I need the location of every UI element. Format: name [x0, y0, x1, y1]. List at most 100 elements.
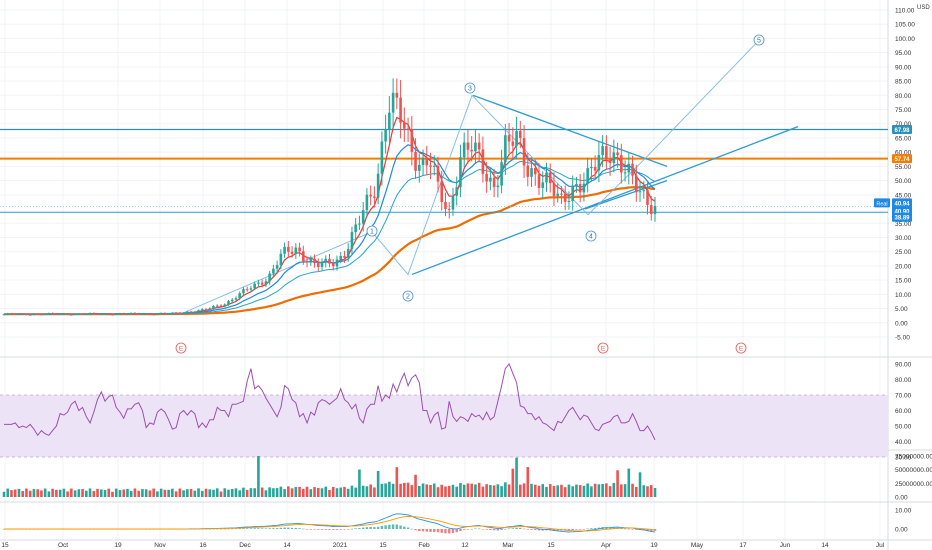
candle-body	[230, 299, 234, 302]
volume-bar	[361, 485, 365, 497]
time-tick-label: Dec	[239, 542, 251, 549]
elliott-wave-labels: 1 2 3 4 5	[366, 34, 765, 302]
candle-body	[575, 183, 578, 186]
volume-bar	[432, 483, 436, 497]
macd-histogram-bar	[623, 528, 627, 530]
time-tick-label: May	[691, 542, 704, 549]
candle-body	[313, 258, 316, 264]
earnings-marker[interactable]: E	[597, 342, 609, 354]
time-axis[interactable]: 15 Oct 19 Nov 16 Dec 14 2021 15 Feb 12 Mar 15 Apr 19 Ma…	[1, 542, 884, 549]
candle-body	[519, 131, 522, 139]
volume-bar	[249, 488, 253, 497]
last-price-tag-text: Real	[876, 201, 887, 207]
macd-histogram-bar	[313, 529, 316, 530]
volume-bar	[586, 483, 589, 497]
candle-body	[328, 258, 331, 264]
candle-body	[492, 177, 496, 188]
currency-label: USD	[917, 5, 930, 11]
candle-body	[81, 313, 84, 315]
candle-body	[47, 313, 51, 315]
macd-histogram-bar	[242, 528, 245, 529]
candle-body	[436, 165, 440, 182]
volume-bar	[197, 488, 200, 497]
volume-bar	[81, 489, 84, 497]
macd-histogram-bar	[335, 529, 339, 530]
earnings-marker[interactable]: E	[735, 342, 747, 354]
volume-bar	[77, 489, 81, 497]
time-tick-label: 16	[199, 542, 207, 549]
macd-histogram-bar	[332, 529, 335, 530]
volume-bar	[178, 488, 182, 497]
price-tick-label: 30.00	[895, 235, 912, 242]
candle-body	[6, 313, 10, 315]
candle-body	[298, 247, 301, 252]
volume-bar	[395, 467, 399, 497]
volume-bar	[384, 483, 387, 497]
volume-bar	[593, 483, 597, 497]
price-badge-text: 40.94	[894, 201, 910, 207]
candle-body	[429, 165, 432, 167]
macd-histogram-bar	[571, 529, 574, 531]
macd-histogram-bar	[444, 529, 447, 534]
volume-bar	[541, 484, 545, 497]
macd-histogram-bar	[380, 525, 384, 529]
macd-histogram-bar	[593, 528, 597, 529]
candle-body	[638, 191, 642, 193]
trendlines	[411, 94, 799, 276]
candle-body	[339, 256, 343, 260]
macd-histogram-bar	[429, 529, 432, 532]
candle-body	[571, 185, 574, 202]
price-axis[interactable]: 110.00 105.00 100.00 95.00 90.00 85.00 80.00 75…	[895, 8, 915, 342]
candle-body	[395, 92, 399, 98]
volume-bar	[316, 487, 320, 497]
volume-bar	[55, 489, 58, 497]
candle-body	[593, 166, 597, 171]
candle-body	[238, 293, 242, 299]
candle-body	[28, 314, 32, 316]
time-tick-label: Oct	[58, 542, 68, 549]
macd-histogram-bar	[586, 528, 589, 530]
volume-bar	[103, 490, 107, 497]
macd-histogram-bar	[298, 528, 301, 529]
macd-histogram-bar	[537, 529, 541, 531]
candle-body	[77, 313, 81, 315]
macd-histogram-bar	[470, 528, 473, 530]
volume-bar	[335, 488, 339, 497]
volume-bar	[238, 490, 242, 497]
volume-bar	[623, 484, 627, 497]
volume-bar	[85, 490, 88, 497]
candle-body	[346, 248, 350, 258]
macd-histogram-bar	[500, 529, 503, 530]
candle-body	[70, 314, 73, 316]
price-tick-label: 25.00	[895, 249, 912, 256]
volume-bar	[459, 483, 462, 497]
rsi-tick-label: 60.00	[895, 408, 912, 415]
macd-histogram-bar	[376, 526, 380, 529]
rsi-tick-label: 30.00	[895, 455, 912, 462]
volume-bar	[492, 485, 496, 497]
volume-bar	[137, 490, 140, 497]
volume-bar	[575, 484, 578, 497]
volume-bar	[111, 491, 114, 497]
rsi-panel: 90.00 80.00 70.00 60.00 50.00 40.00 30.00	[0, 362, 912, 462]
price-badge-57-74: 57.74	[892, 154, 912, 164]
earnings-marker[interactable]: E	[175, 342, 187, 354]
candle-body	[253, 283, 256, 289]
macd-histogram-bar	[399, 525, 402, 529]
volume-bar	[257, 456, 260, 497]
candle-body	[302, 251, 305, 262]
volume-bar	[186, 489, 189, 497]
volume-bar	[470, 483, 473, 497]
price-badge-box	[892, 198, 912, 208]
candle-body	[144, 313, 148, 315]
candle-body	[163, 313, 167, 315]
price-tick-label: 60.00	[895, 150, 912, 157]
candle-body	[432, 165, 436, 167]
macd-histogram-bar	[440, 529, 443, 533]
volume-bar	[507, 484, 511, 497]
macd-histogram-bar	[227, 528, 230, 530]
rsi-tick-label: 90.00	[895, 362, 912, 369]
candle-body	[489, 177, 492, 182]
volume-tick-label: 0.00	[895, 495, 908, 502]
